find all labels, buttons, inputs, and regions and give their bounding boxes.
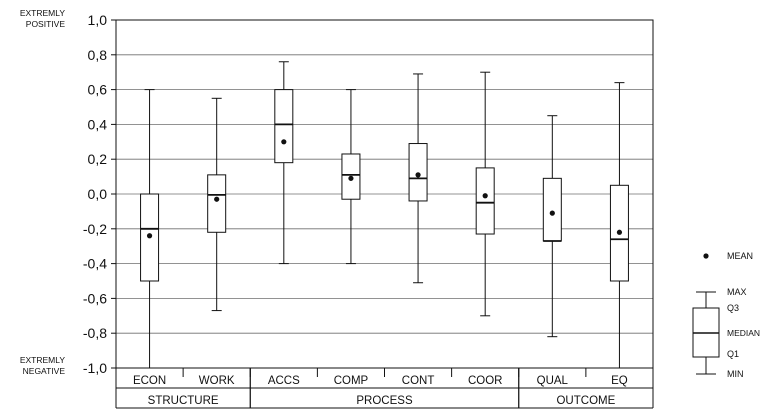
y-tick-label: -0,6 [83, 290, 107, 306]
y-tick-label: -0,2 [83, 221, 107, 237]
box-econ [140, 89, 160, 369]
mean-dot [549, 210, 555, 216]
iqr-box [408, 143, 428, 202]
iqr-box [542, 177, 562, 242]
y-tick-label: 1,0 [88, 12, 108, 28]
legend-median-label: MEDIAN [727, 328, 760, 338]
category-label: EQ [611, 375, 628, 387]
y-axis-bottom-label-line1: EXTREMLY [20, 355, 66, 365]
y-tick-label: -0,4 [83, 256, 107, 272]
box-qual [542, 115, 562, 338]
group-label: OUTCOME [556, 395, 615, 407]
category-label: QUAL [537, 375, 569, 387]
iqr-box [207, 174, 227, 233]
category-label: ACCS [268, 375, 300, 387]
y-tick-label: 0,0 [88, 186, 108, 202]
y-tick-label: -0,8 [83, 325, 107, 341]
y-tick-label: 0,4 [88, 116, 108, 132]
category-label: COMP [334, 375, 369, 387]
y-axis-top-label-line2: POSITIVE [26, 19, 66, 29]
box-eq [609, 82, 629, 369]
mean-dot [281, 139, 287, 145]
y-tick-label: -1,0 [83, 360, 107, 376]
iqr-box [274, 89, 294, 164]
box-coor [475, 71, 495, 317]
legend: MEAN MAX Q3 MEDIAN Q1 MIN [692, 251, 760, 379]
y-axis-bottom-label-line2: NEGATIVE [23, 366, 66, 376]
category-axis: ECON WORK ACCS COMP CONT COOR QUAL EQ STRUCTURE P… [115, 368, 654, 409]
legend-min-label: MIN [727, 369, 744, 379]
box-series [140, 61, 629, 369]
legend-max-label: MAX [727, 287, 747, 297]
y-axis-tick-labels: 1,0 0,8 0,6 0,4 0,2 0,0 -0,2 -0,4 -0,6 -0,8 -1,0 [83, 12, 107, 376]
box-cont [408, 73, 428, 284]
box-accs [274, 61, 294, 265]
mean-dot [482, 193, 488, 199]
grid-lines [111, 19, 653, 369]
box-comp [341, 89, 361, 265]
y-tick-label: 0,6 [88, 82, 108, 98]
mean-dot [616, 229, 623, 235]
group-label: PROCESS [356, 395, 413, 407]
box-work [207, 97, 227, 312]
iqr-box [475, 167, 495, 235]
mean-dot [348, 175, 354, 181]
y-tick-label: 0,2 [88, 151, 108, 167]
mean-dot [146, 233, 153, 239]
y-axis-top-label-line1: EXTREMLY [20, 8, 66, 18]
category-label: ECON [133, 375, 166, 387]
legend-q3-label: Q3 [727, 303, 739, 313]
legend-mean-dot [703, 253, 709, 259]
mean-dot [415, 172, 421, 178]
y-tick-label: 0,8 [88, 47, 108, 63]
category-label: CONT [402, 375, 435, 387]
category-label: COOR [468, 375, 503, 387]
legend-q1-label: Q1 [727, 349, 739, 359]
legend-mean-label: MEAN [727, 251, 753, 261]
mean-dot [214, 196, 220, 202]
category-label: WORK [199, 375, 235, 387]
group-label: STRUCTURE [148, 395, 219, 407]
